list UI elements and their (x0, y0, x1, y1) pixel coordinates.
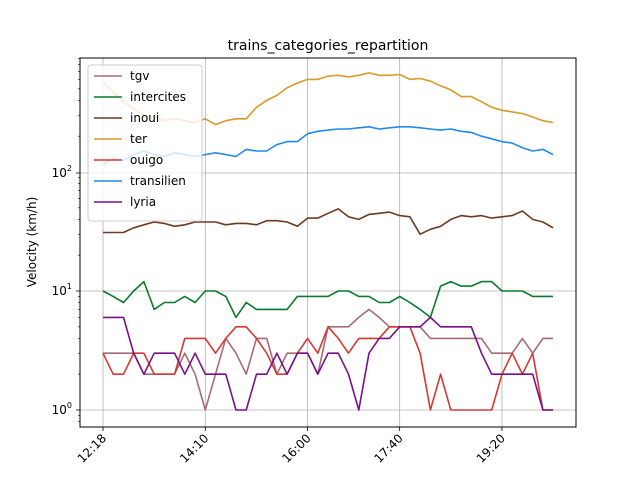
series-line-inoui (103, 208, 554, 235)
legend: tgv intercites inoui ter ouigo transilien lyri… (87, 64, 203, 222)
series-line-ouigo (102, 325, 554, 411)
series-line-lyria (103, 316, 554, 411)
data-series (102, 72, 554, 411)
legend-label-lyria: lyria (130, 195, 156, 209)
y-axis-label: Velocity (km/h) (25, 197, 39, 288)
legend-label-intercites: intercites (130, 90, 186, 104)
y-tick-label: 101 (52, 282, 72, 298)
legend-label-ter: ter (130, 132, 147, 146)
y-tick-label: 102 (52, 164, 72, 180)
legend-label-tgv: tgv (130, 69, 149, 83)
legend-label-transilien: transilien (130, 174, 186, 188)
chart-title: trains_categories_repartition (228, 38, 429, 54)
y-tick-label: 100 (52, 401, 72, 417)
legend-label-ouigo: ouigo (130, 153, 163, 167)
y-axis: 100 101 102 (52, 58, 80, 422)
legend-box (87, 64, 203, 222)
series-line-intercites (102, 280, 554, 319)
legend-label-inoui: inoui (130, 111, 159, 125)
plot-frame (79, 57, 577, 428)
